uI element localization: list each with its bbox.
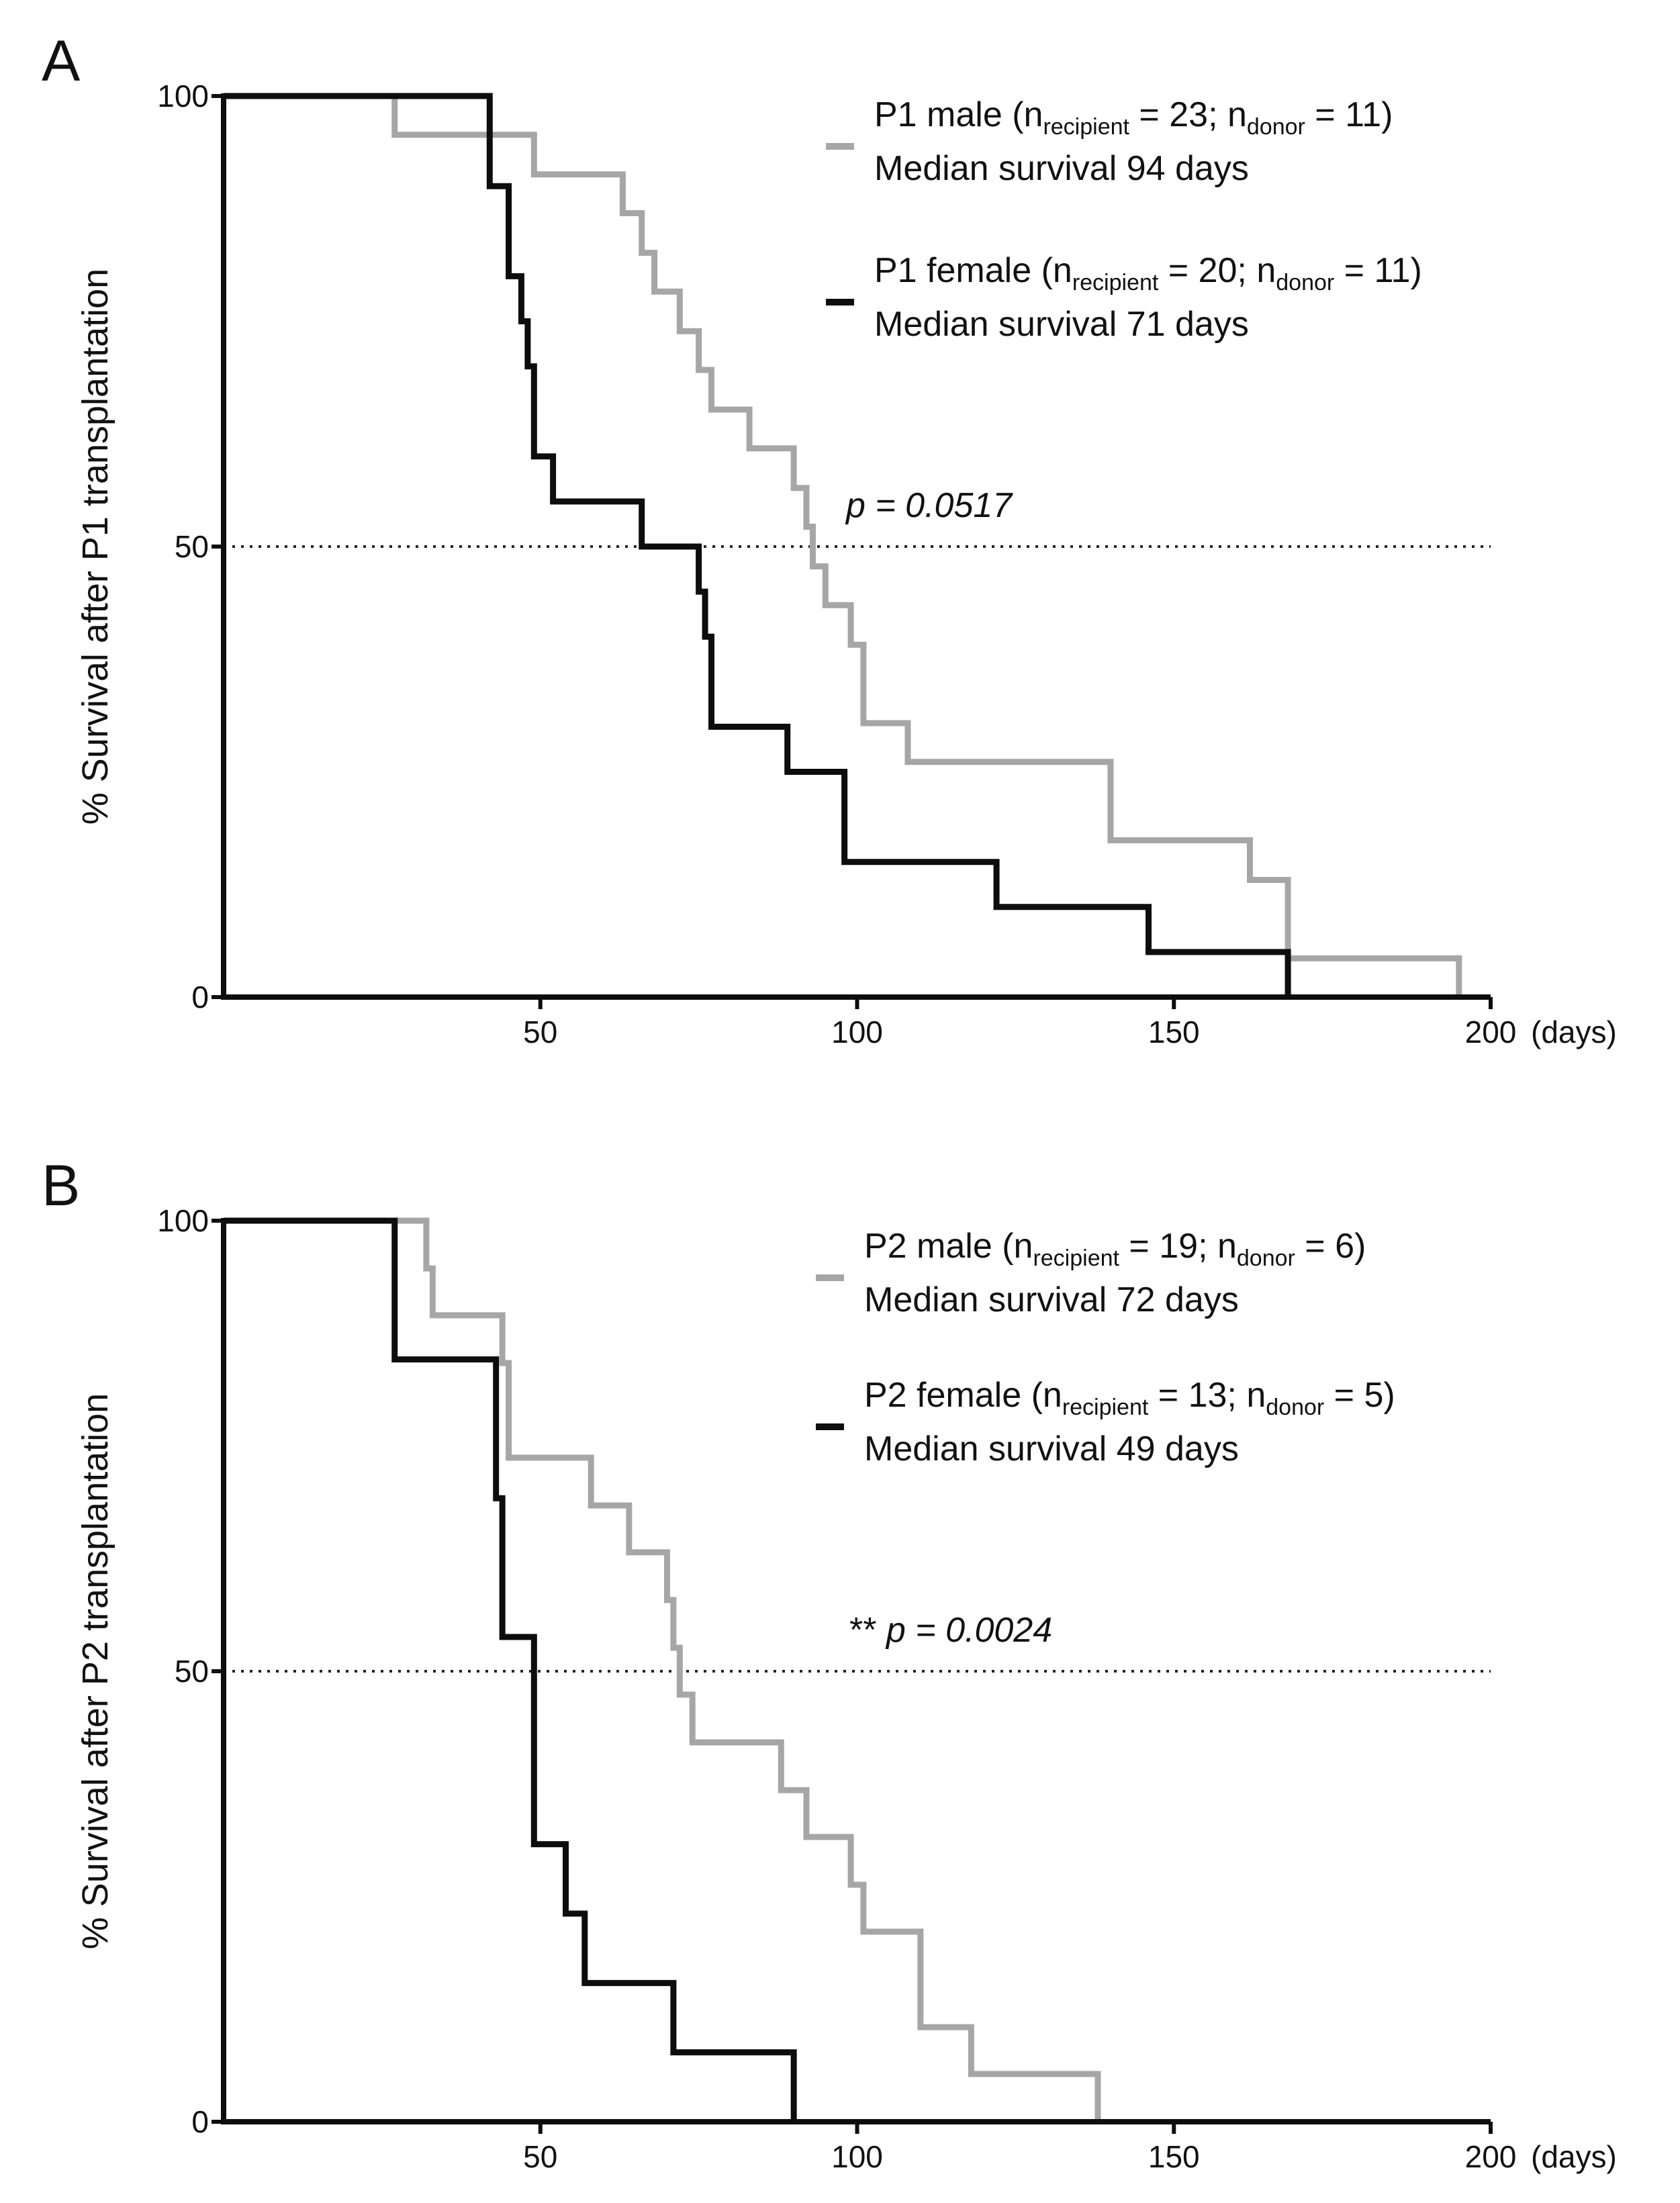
legend-label: P1 female (nrecipient = 20; ndonor = 11) <box>874 251 1422 295</box>
survival-curve-p2-female <box>224 1217 797 2122</box>
legend-median: Median survival 49 days <box>864 1429 1239 1468</box>
legend-label: P1 male (nrecipient = 23; ndonor = 11) <box>874 95 1393 140</box>
legend-entry-p1-male: P1 male (nrecipient = 23; ndonor = 11) Me… <box>826 95 1393 188</box>
x-tick-label: 100 <box>831 1015 883 1049</box>
survival-curve-p1-male <box>224 93 1462 997</box>
y-tick-label: 50 <box>175 529 209 564</box>
x-tick-label: 200 <box>1465 2139 1517 2174</box>
x-axis-unit: (days) <box>1531 1015 1617 1049</box>
y-tick-label: 100 <box>157 1203 209 1238</box>
x-tick-label: 50 <box>523 2139 557 2174</box>
x-tick-label: 50 <box>523 1015 557 1049</box>
legend-median: Median survival 94 days <box>874 149 1249 188</box>
panel-a: A % Survival after P1 transplantation 50 10… <box>42 29 1617 1049</box>
panel-letter: B <box>42 1154 80 1218</box>
survival-curve-p2-male <box>224 1217 1101 2122</box>
y-tick-label: 0 <box>191 2104 209 2139</box>
y-axis-title: % Survival after P2 transplantation <box>75 1393 115 1949</box>
x-axis-unit: (days) <box>1531 2139 1617 2174</box>
legend-entry-p2-male: P2 male (nrecipient = 19; ndonor = 6) Med… <box>816 1227 1366 1319</box>
panel-letter: A <box>42 29 81 93</box>
y-axis-title: % Survival after P1 transplantation <box>75 269 115 825</box>
legend-median: Median survival 71 days <box>874 305 1249 344</box>
survival-curve-p1-female <box>224 93 1291 997</box>
p-value-label: p = 0.0517 <box>845 486 1013 525</box>
x-tick-label: 100 <box>831 2139 883 2174</box>
y-tick-label: 0 <box>191 980 209 1015</box>
y-tick-label: 50 <box>175 1654 209 1689</box>
legend-median: Median survival 72 days <box>864 1280 1239 1319</box>
p-value-label: ** p = 0.0024 <box>849 1611 1052 1650</box>
legend-label: P2 female (nrecipient = 13; ndonor = 5) <box>864 1376 1395 1420</box>
x-tick-label: 150 <box>1148 2139 1200 2174</box>
x-tick-label: 150 <box>1148 1015 1200 1049</box>
panel-b: B % Survival after P2 transplantation 50 10… <box>42 1154 1617 2174</box>
legend-label: P2 male (nrecipient = 19; ndonor = 6) <box>864 1227 1366 1271</box>
x-tick-label: 200 <box>1465 1015 1517 1049</box>
legend-entry-p1-female: P1 female (nrecipient = 20; ndonor = 11)… <box>826 251 1422 344</box>
legend-entry-p2-female: P2 female (nrecipient = 13; ndonor = 5) M… <box>816 1376 1395 1468</box>
y-tick-label: 100 <box>157 79 209 113</box>
